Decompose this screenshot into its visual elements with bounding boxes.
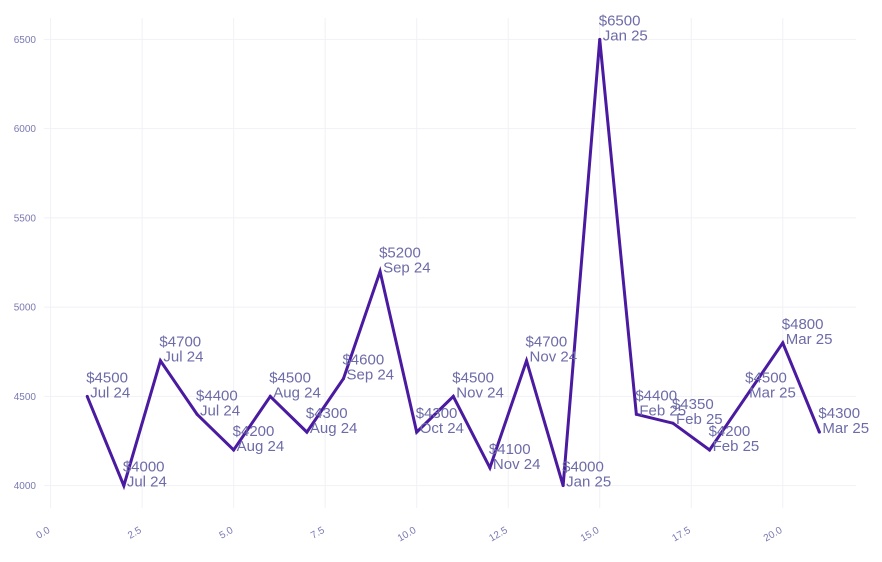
- data-label-value: $4200: [709, 423, 751, 440]
- x-tick-label: 7.5: [309, 525, 327, 542]
- data-point: [305, 430, 309, 434]
- data-point: [744, 394, 748, 398]
- data-label-date: Jan 25: [566, 474, 611, 491]
- x-tick-label: 0.0: [35, 525, 53, 542]
- y-tick-label: 4500: [14, 392, 37, 403]
- data-label-date: Aug 24: [237, 438, 285, 455]
- y-tick-label: 5000: [14, 303, 37, 314]
- data-label-date: Sep 24: [383, 259, 431, 276]
- data-label-date: Jul 24: [127, 474, 167, 491]
- data-label-value: $4700: [159, 334, 201, 351]
- data-point: [561, 484, 565, 488]
- data-point: [158, 359, 162, 363]
- data-label-date: Aug 24: [310, 420, 358, 437]
- data-label-value: $6500: [599, 12, 641, 29]
- data-label-date: Jul 24: [90, 384, 130, 401]
- grid-layer: [44, 18, 856, 508]
- y-tick-label: 6000: [14, 124, 37, 135]
- x-tick-label: 15.0: [579, 525, 602, 544]
- data-label-value: $4200: [233, 423, 275, 440]
- data-label-value: $5200: [379, 244, 421, 261]
- data-label-date: Oct 24: [420, 420, 464, 437]
- data-label-date: Jul 24: [163, 349, 203, 366]
- data-label-value: $4400: [196, 387, 238, 404]
- data-label-date: Mar 25: [786, 331, 833, 348]
- y-tick-label: 4000: [14, 481, 37, 492]
- data-label-date: Feb 25: [639, 402, 686, 419]
- data-label-value: $4500: [745, 369, 787, 386]
- data-point: [708, 448, 712, 452]
- data-label-value: $4600: [342, 352, 384, 369]
- y-axis-ticks: 4000 4500 5000 5500 6000 6500: [14, 35, 37, 492]
- data-label-date: Nov 24: [530, 349, 578, 366]
- data-label-value: $4000: [562, 459, 604, 476]
- data-label-date: Mar 25: [749, 384, 796, 401]
- data-point: [415, 430, 419, 434]
- data-label-date: Nov 24: [456, 384, 504, 401]
- data-label-value: $4500: [452, 369, 494, 386]
- data-label-value: $4400: [635, 387, 677, 404]
- data-label-value: $4500: [86, 369, 128, 386]
- data-point: [817, 430, 821, 434]
- data-point: [122, 484, 126, 488]
- series-layer: [85, 37, 821, 491]
- x-tick-label: 5.0: [218, 525, 236, 542]
- data-label-date: Sep 24: [346, 367, 394, 384]
- data-point: [451, 394, 455, 398]
- x-tick-label: 20.0: [762, 525, 785, 544]
- data-label-value: $4350: [672, 396, 714, 413]
- data-point: [268, 394, 272, 398]
- data-label-date: Aug 24: [273, 384, 321, 401]
- data-label-value: $4700: [526, 334, 568, 351]
- data-label-date: Feb 25: [713, 438, 760, 455]
- x-axis-ticks: 0.0 2.5 5.0 7.5 10.0 12.5 15.0 17.5 20.0: [35, 525, 785, 544]
- data-point: [195, 412, 199, 416]
- data-point: [781, 341, 785, 345]
- data-label-value: $4500: [269, 369, 311, 386]
- data-label-date: Feb 25: [676, 411, 723, 428]
- data-point: [378, 269, 382, 273]
- data-label-value: $4300: [306, 405, 348, 422]
- x-tick-label: 17.5: [670, 525, 693, 544]
- data-point: [598, 37, 602, 41]
- data-point: [232, 448, 236, 452]
- y-tick-label: 5500: [14, 213, 37, 224]
- data-point: [634, 412, 638, 416]
- x-tick-label: 12.5: [487, 525, 510, 544]
- x-tick-label: 10.0: [396, 525, 419, 544]
- data-label-date: Jan 25: [603, 27, 648, 44]
- data-point: [85, 394, 89, 398]
- data-label-date: Jul 24: [200, 402, 240, 419]
- y-tick-label: 6500: [14, 35, 37, 46]
- data-label-value: $4300: [818, 405, 860, 422]
- data-point: [488, 466, 492, 470]
- data-point: [525, 359, 529, 363]
- data-label-value: $4800: [782, 316, 824, 333]
- data-label-value: $4100: [489, 441, 531, 458]
- data-point: [671, 421, 675, 425]
- data-point: [341, 377, 345, 381]
- data-label-value: $4000: [123, 459, 165, 476]
- data-label-value: $4300: [416, 405, 458, 422]
- x-tick-label: 2.5: [126, 525, 144, 542]
- data-label-date: Nov 24: [493, 456, 541, 473]
- data-label-date: Mar 25: [822, 420, 869, 437]
